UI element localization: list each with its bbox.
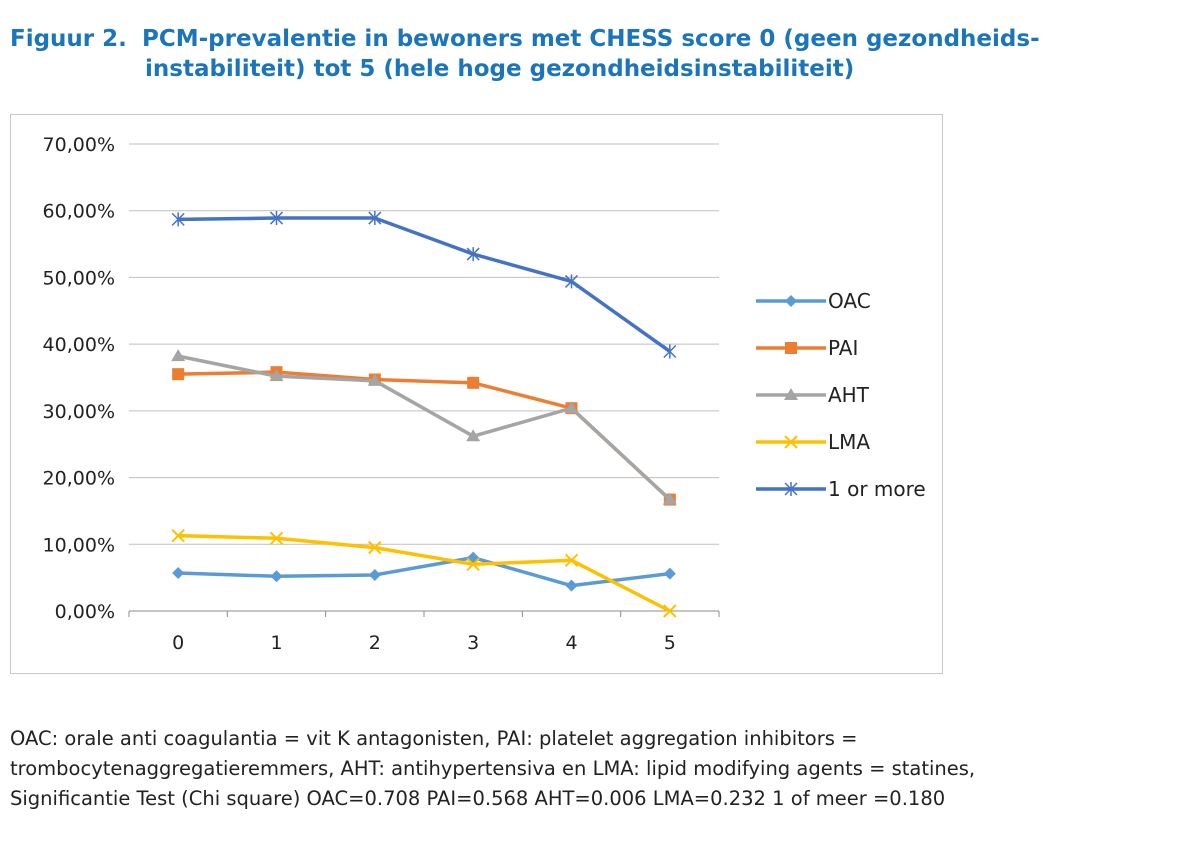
legend-marker-lma — [784, 435, 798, 449]
x-tick-label: 5 — [664, 632, 676, 654]
data-point-lma — [368, 540, 382, 555]
data-point-1-or-more — [564, 274, 579, 289]
y-tick-label: 60,00% — [43, 201, 115, 223]
data-point-pai — [172, 368, 185, 381]
caption-line-1: OAC: orale anti coagulantia = vit K anta… — [10, 727, 858, 750]
data-point-lma — [564, 553, 579, 568]
data-point-1-or-more — [663, 344, 677, 359]
data-point-oac — [270, 570, 283, 583]
y-tick-label: 50,00% — [43, 267, 115, 289]
data-point-oac — [172, 566, 185, 579]
figure-number: Figuur 2. — [10, 26, 127, 52]
data-point-1-or-more — [171, 212, 185, 227]
data-point-lma — [269, 531, 284, 545]
y-tick-label: 70,00% — [43, 134, 115, 156]
data-point-aht — [171, 349, 186, 362]
data-point-1-or-more — [269, 211, 284, 226]
y-tick-label: 10,00% — [43, 534, 115, 556]
data-point-pai — [467, 376, 480, 389]
x-tick-label: 1 — [270, 632, 282, 654]
x-tick-label: 3 — [467, 632, 479, 654]
data-point-aht — [564, 401, 579, 414]
x-tick-label: 2 — [369, 632, 381, 654]
series-line-pai — [178, 370, 672, 501]
legend-label-lma: LMA — [828, 430, 870, 454]
data-point-lma — [663, 604, 677, 618]
y-tick-label: 20,00% — [43, 468, 115, 490]
legend-label-1-or-more: 1 or more — [828, 477, 926, 501]
series-line-1-or-more — [178, 216, 671, 353]
caption-line-2: trombocytenaggregatieremmers, AHT: antih… — [10, 757, 976, 780]
legend-marker-oac — [785, 295, 797, 307]
legend-marker-pai — [785, 342, 797, 354]
series-line-aht — [177, 354, 672, 501]
y-tick-label: 30,00% — [43, 401, 115, 423]
data-point-lma — [466, 557, 480, 572]
data-point-1-or-more — [466, 247, 480, 262]
series-line-oac — [178, 555, 671, 588]
data-point-oac — [565, 579, 578, 592]
data-point-aht — [269, 369, 284, 382]
caption-line-3: Significantie Test (Chi square) OAC=0.70… — [10, 787, 946, 810]
legend-label-oac: OAC — [828, 289, 871, 313]
y-tick-label: 40,00% — [43, 334, 115, 356]
data-point-1-or-more — [368, 211, 382, 226]
data-point-aht — [466, 429, 481, 442]
data-point-oac — [663, 567, 676, 580]
legend-marker-aht — [784, 388, 798, 400]
data-point-oac — [368, 568, 381, 581]
legend-label-pai: PAI — [828, 336, 858, 360]
figure-title-line-2: instabiliteit) tot 5 (hele hoge gezondhe… — [145, 56, 855, 82]
chart-area: 0,00% 10,00% 20,00% 30,00% 40,00% 50,00% 60,00… — [10, 114, 943, 674]
x-tick-label: 0 — [172, 632, 184, 654]
legend-marker-1-or-more — [784, 482, 798, 496]
line-chart: 0,00% 10,00% 20,00% 30,00% 40,00% 50,00% 60,00… — [43, 134, 926, 654]
x-tick-label: 4 — [565, 632, 577, 654]
legend-label-aht: AHT — [828, 383, 870, 407]
series-line-lma — [178, 533, 671, 613]
data-point-lma — [171, 528, 185, 543]
figure-title-line-1: PCM-prevalentie in bewoners met CHESS sc… — [142, 26, 1040, 52]
data-point-aht — [662, 492, 677, 505]
figure-caption: OAC: orale anti coagulantia = vit K anta… — [10, 724, 1195, 814]
y-tick-label: 0,00% — [55, 601, 115, 623]
data-point-aht — [367, 373, 382, 386]
figure-title: Figuur 2. PCM-prevalentie in bewoners met… — [10, 24, 1040, 84]
